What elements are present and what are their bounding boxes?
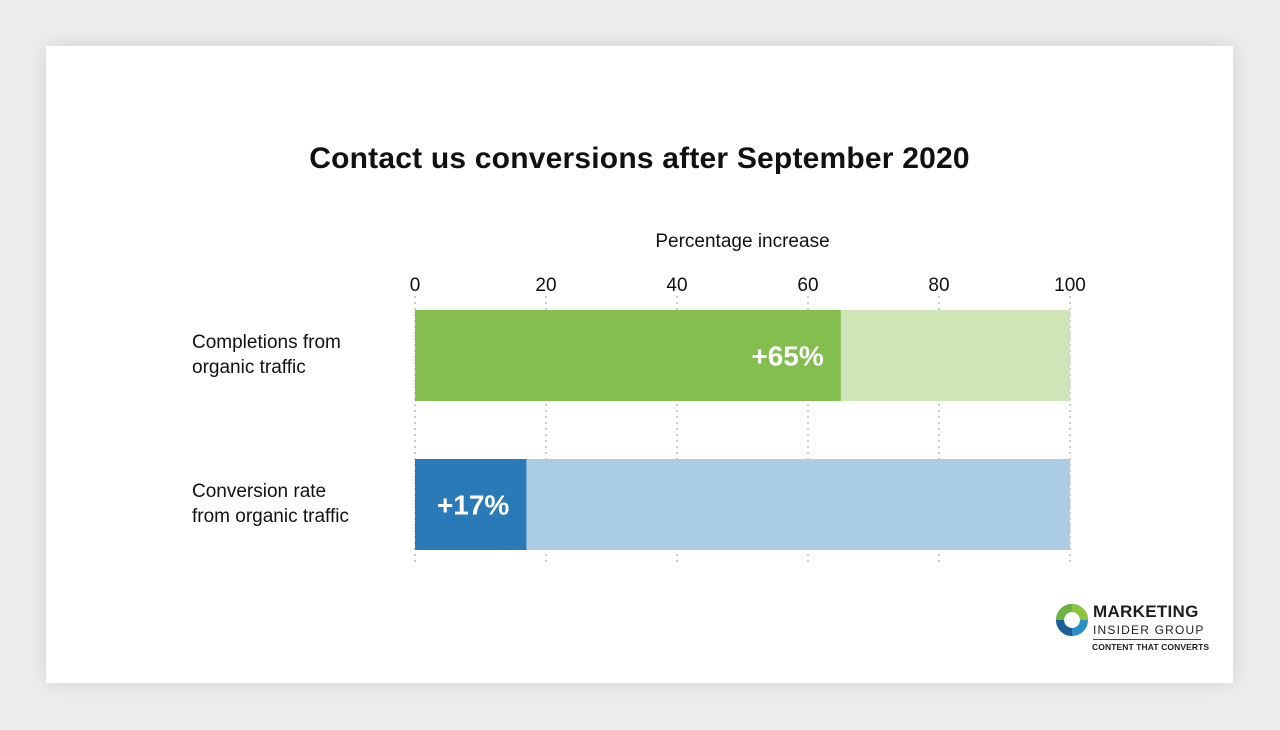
category-label-line: Completions from (192, 332, 341, 353)
logo-tagline: CONTENT THAT CONVERTS (1092, 642, 1210, 652)
logo-ring-icon (1056, 604, 1088, 636)
chart-card: Contact us conversions after September 2… (46, 46, 1233, 683)
x-axis-label: Percentage increase (655, 231, 829, 252)
brand-logo: MARKETING INSIDER GROUP CONTENT THAT CON… (1055, 601, 1209, 653)
x-tick-label: 0 (410, 275, 421, 296)
category-label: Completions from organic traffic (192, 332, 341, 378)
x-tick-label: 40 (666, 275, 687, 296)
category-label-line: Conversion rate (192, 481, 326, 502)
x-tick-label: 20 (535, 275, 556, 296)
x-tick-label: 80 (928, 275, 949, 296)
bar (415, 310, 841, 401)
category-label-line: from organic traffic (192, 506, 349, 527)
chart-title: Contact us conversions after September 2… (309, 142, 970, 175)
bar (415, 459, 527, 550)
logo-divider (1093, 639, 1201, 640)
category-label-line: organic traffic (192, 357, 306, 378)
category-label: Conversion rate from organic traffic (192, 481, 349, 527)
bar-chart: Percentage increase 0 20 40 60 80 100 +65% Compl… (192, 231, 1086, 566)
logo-line1: MARKETING (1093, 602, 1199, 621)
data-label: +65% (751, 341, 823, 372)
x-tick-label: 100 (1054, 275, 1086, 296)
logo-line2: INSIDER GROUP (1093, 623, 1205, 637)
data-label: +17% (437, 490, 509, 521)
x-tick-label: 60 (797, 275, 818, 296)
